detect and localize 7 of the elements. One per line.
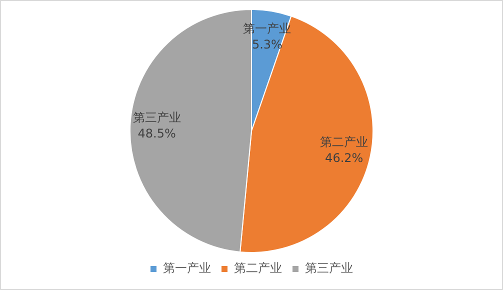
legend-label: 第三产业 <box>305 261 353 276</box>
data-label: 48.5% <box>138 126 176 141</box>
data-label: 46.2% <box>325 151 364 166</box>
legend-label: 第一产业 <box>163 261 211 276</box>
slice-label: 第二产业 <box>320 135 368 150</box>
legend-label: 第二产业 <box>234 261 282 276</box>
slice-label: 第三产业 <box>132 110 181 125</box>
